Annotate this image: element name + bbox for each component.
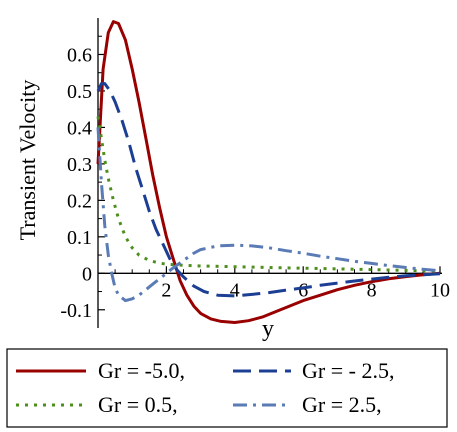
legend-label-2: Gr = 0.5, (98, 392, 178, 417)
y-tick-label: -0.1 (60, 300, 92, 322)
x-tick-label: 8 (367, 279, 377, 301)
y-tick-label: 0 (82, 263, 92, 285)
y-tick-label: 0.5 (67, 81, 92, 103)
axes: -0.1 0 0.1 0.2 0.3 0.4 0.5 0.6 2 4 6 8 10 (60, 18, 450, 328)
y-tick-label: 0.6 (67, 44, 92, 66)
x-tick-label: 4 (230, 279, 240, 301)
series-group (96, 20, 441, 324)
y-tick-label: 0.2 (67, 190, 92, 212)
legend-label-1: Gr = - 2.5, (302, 358, 394, 383)
legend-label-0: Gr = -5.0, (98, 358, 185, 383)
y-tick-label: 0.1 (67, 227, 92, 249)
x-tick-label: 10 (430, 279, 450, 301)
x-axis-label: y (262, 316, 274, 342)
y-tick-label: 0.3 (67, 154, 92, 176)
x-tick-label: 2 (161, 279, 171, 301)
series-line-1 (96, 82, 441, 298)
y-axis-label: Transient Velocity (15, 80, 40, 241)
legend: Gr = -5.0, Gr = - 2.5, Gr = 0.5, Gr = 2.… (6, 348, 448, 428)
series-line-0 (96, 20, 441, 324)
x-tick-label: 6 (298, 279, 308, 301)
y-tick-label: 0.4 (67, 117, 92, 139)
legend-label-3: Gr = 2.5, (302, 392, 382, 417)
legend-frame (6, 348, 448, 428)
series-line-2 (96, 116, 441, 273)
